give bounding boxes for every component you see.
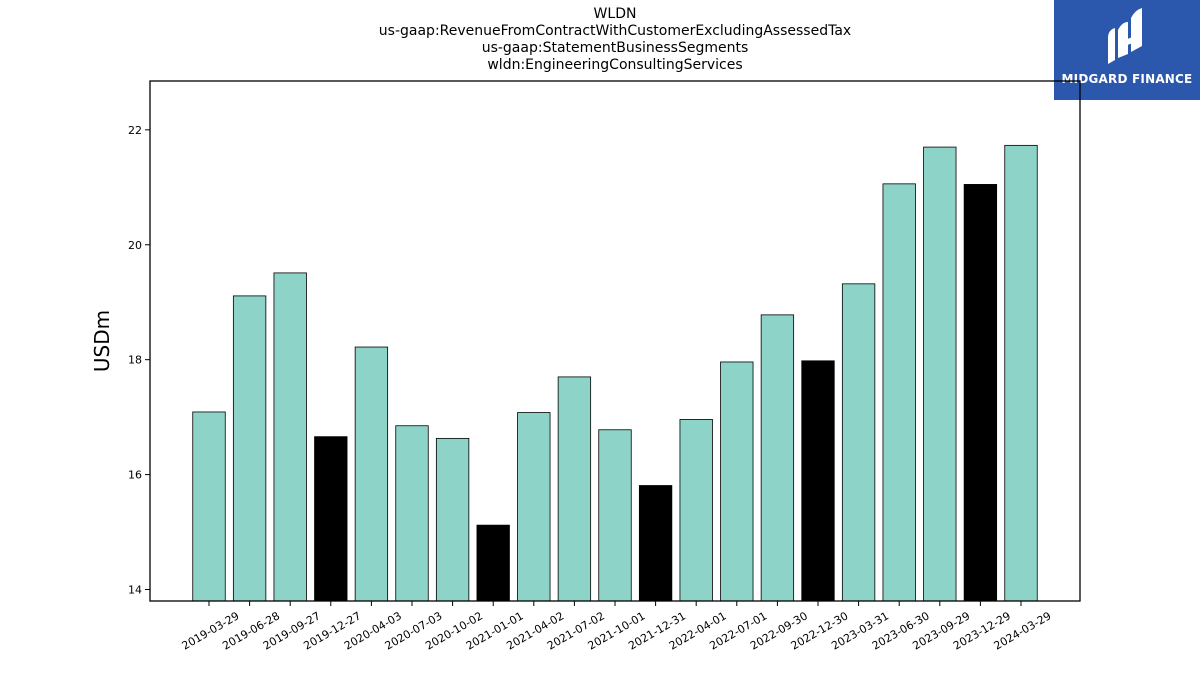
title-ticker: WLDN: [593, 6, 637, 22]
bar-2023-03-31: [841, 283, 876, 602]
y-axis-label: USDm: [90, 310, 114, 372]
title-concept: us-gaap:RevenueFromContractWithCustomerE…: [378, 23, 852, 39]
bar-2022-12-30: [801, 360, 835, 602]
title-member: wldn:EngineeringConsultingServices: [487, 57, 743, 73]
logo-text: MIDGARD FINANCE: [1061, 72, 1193, 86]
bar-2020-04-03: [354, 346, 389, 602]
midgard-finance-logo: MIDGARD FINANCE: [1054, 0, 1200, 100]
midgard-logo-icon: [1108, 8, 1142, 64]
bar-2021-04-02: [517, 412, 551, 602]
y-tick-label: 22: [128, 124, 142, 137]
bar-2022-09-30: [760, 314, 795, 602]
bar-2021-10-01: [598, 429, 632, 602]
bar-2019-12-27: [314, 436, 348, 602]
bar-2023-06-30: [882, 183, 916, 602]
x-axis: 2019-03-292019-06-282019-09-272019-12-27…: [180, 601, 1054, 653]
y-tick-label: 14: [128, 584, 142, 597]
bar-2020-10-02: [435, 437, 470, 602]
bars-group: [192, 144, 1038, 602]
y-tick-label: 16: [128, 469, 142, 482]
chart-title: WLDN us-gaap:RevenueFromContractWithCust…: [150, 6, 1080, 74]
bar-2024-03-29: [1004, 144, 1038, 602]
y-tick-label: 18: [128, 354, 142, 367]
bar-2020-07-03: [395, 425, 429, 602]
bar-2023-09-29: [923, 146, 957, 602]
bar-2023-12-29: [963, 184, 998, 602]
bar-2021-12-31: [638, 485, 673, 602]
title-axis: us-gaap:StatementBusinessSegments: [481, 40, 749, 56]
bar-2022-04-01: [679, 419, 713, 602]
bar-2021-01-01: [476, 524, 510, 602]
y-axis: 14 16 18 20 22: [128, 124, 150, 597]
bar-2019-03-29: [192, 411, 226, 602]
bar-2022-07-01: [720, 361, 754, 602]
y-tick-label: 20: [128, 239, 142, 252]
bar-2021-07-02: [557, 376, 592, 602]
bar-2019-06-28: [232, 295, 267, 602]
bar-2019-09-27: [273, 272, 307, 602]
